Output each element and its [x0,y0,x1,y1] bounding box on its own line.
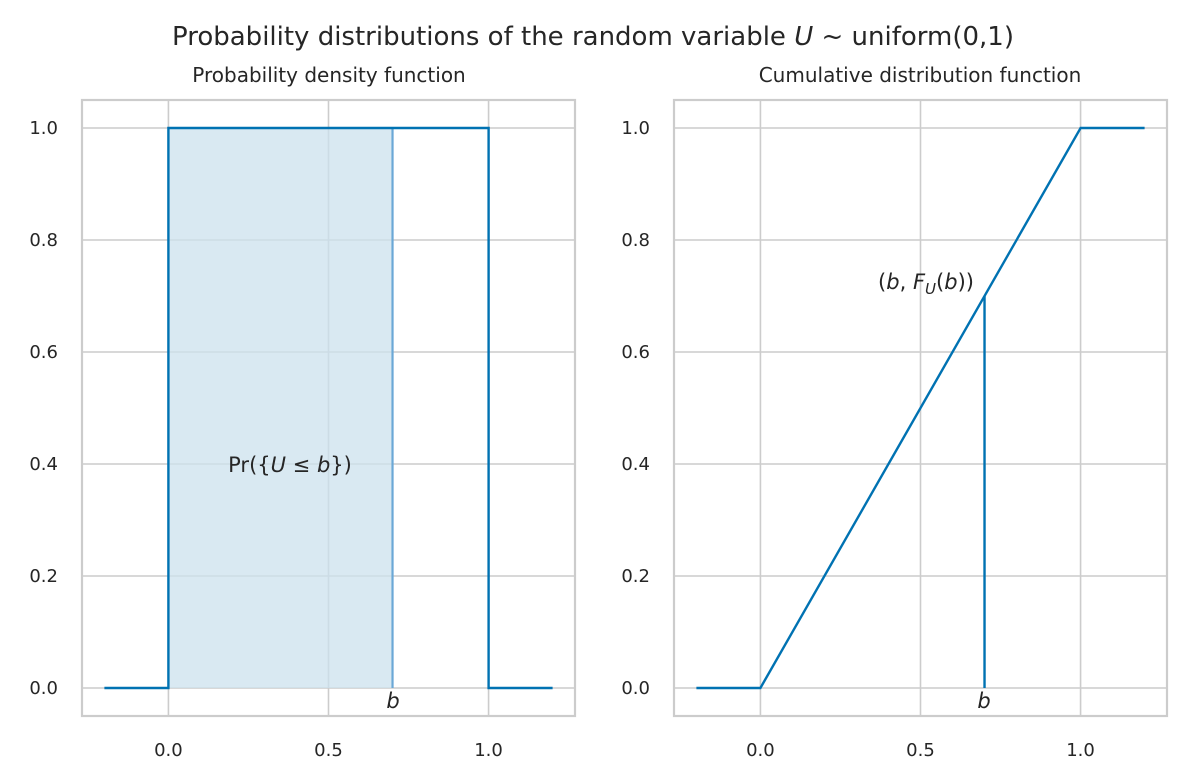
cdf-b-marker-label: b [977,689,990,713]
series-line [104,126,553,690]
y-tick-label: 1.0 [29,118,58,139]
x-tick-label: 0.0 [746,740,775,761]
y-tick-label: 0.4 [621,454,650,475]
shaded-probability-area [168,128,393,688]
pdf-frame [80,98,577,718]
pdf-lines [104,126,553,690]
pdf-b-marker-label: b [386,689,399,713]
x-tick-label: 1.0 [1066,740,1095,761]
series-line [696,126,1145,690]
y-tick-label: 1.0 [621,118,650,139]
cdf-frame [672,98,1169,718]
y-tick-label: 0.8 [621,230,650,251]
y-tick-label: 0.0 [621,678,650,699]
x-tick-label: 1.0 [474,740,503,761]
y-tick-label: 0.2 [29,566,58,587]
cdf-point-annotation: (b, FU(b)) [878,270,974,298]
y-tick-label: 0.4 [29,454,58,475]
pdf-shaded-area [168,128,394,688]
x-tick-label: 0.5 [314,740,343,761]
y-tick-label: 0.6 [29,342,58,363]
y-tick-label: 0.0 [29,678,58,699]
pdf-probability-annotation: Pr({U ≤ b}) [228,453,352,477]
figure-title: Probability distributions of the random … [172,22,1014,52]
cdf-panel-title: Cumulative distribution function [759,63,1082,87]
cdf-panel: Cumulative distribution function 0.0 0.5 1… [621,63,1169,761]
pdf-panel: Probability density function 0.0 0.5 1.00.… [29,63,577,761]
x-tick-label: 0.0 [154,740,183,761]
cdf-lines [696,126,1145,690]
y-tick-label: 0.6 [621,342,650,363]
cdf-ticks: 0.0 0.5 1.0 0.0 0.2 0.4 0.6 0.8 1.0 [621,118,1095,761]
y-tick-label: 0.8 [29,230,58,251]
x-tick-label: 0.5 [906,740,935,761]
pdf-panel-title: Probability density function [192,63,465,87]
pdf-ticks: 0.0 0.5 1.0 0.0 0.2 0.4 0.6 0.8 1.0 [29,118,503,761]
y-tick-label: 0.2 [621,566,650,587]
